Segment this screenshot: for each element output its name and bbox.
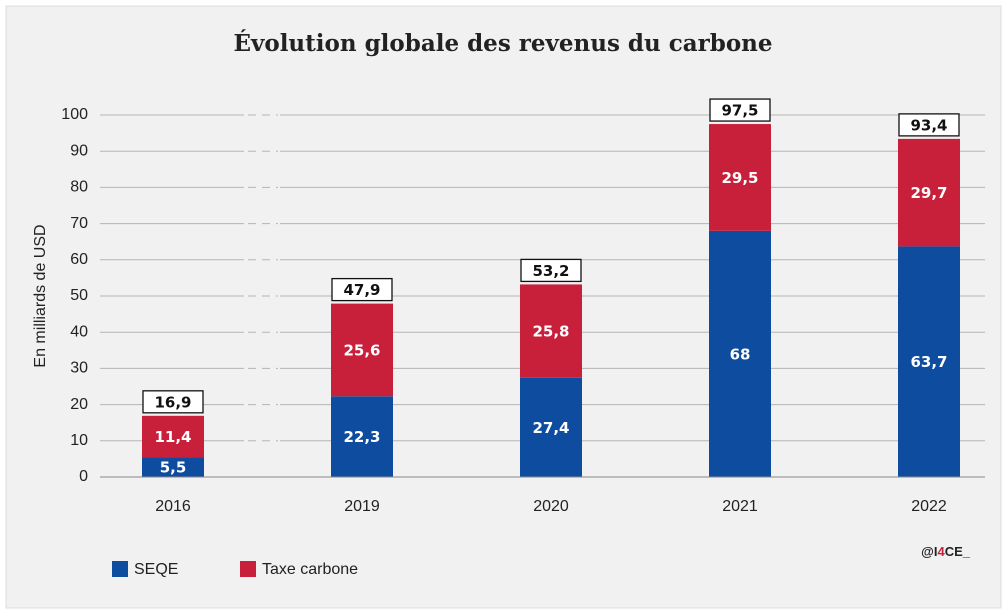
credit: @I4CE_ bbox=[921, 544, 971, 559]
y-tick-label: 80 bbox=[70, 179, 88, 196]
value-label: 63,7 bbox=[910, 353, 947, 371]
credit-part: 4 bbox=[937, 544, 945, 559]
bar-segment bbox=[142, 415, 204, 458]
bar-segment bbox=[709, 124, 771, 231]
total-box bbox=[709, 98, 771, 122]
total-label: 53,2 bbox=[532, 262, 569, 280]
credit-part: CE_ bbox=[945, 544, 971, 559]
bar-segment bbox=[331, 396, 393, 477]
bar-segment bbox=[520, 284, 582, 378]
y-tick-label: 0 bbox=[79, 468, 88, 485]
value-label: 25,8 bbox=[532, 323, 569, 341]
value-label: 22,3 bbox=[343, 428, 380, 446]
total-label: 97,5 bbox=[721, 102, 758, 120]
chart-title: Évolution globale des revenus du carbone bbox=[233, 30, 772, 57]
value-label: 29,7 bbox=[910, 184, 947, 202]
y-tick-label: 100 bbox=[61, 106, 88, 123]
bar-segment bbox=[709, 230, 771, 477]
value-label: 5,5 bbox=[160, 459, 187, 477]
y-tick-label: 20 bbox=[70, 396, 88, 413]
x-tick-label: 2019 bbox=[344, 498, 380, 515]
y-tick-label: 10 bbox=[70, 432, 88, 449]
total-label: 47,9 bbox=[343, 281, 380, 299]
y-tick-label: 30 bbox=[70, 360, 88, 377]
bar-segment bbox=[331, 303, 393, 397]
value-label: 29,5 bbox=[721, 169, 758, 187]
x-tick-label: 2016 bbox=[155, 498, 191, 515]
total-label: 93,4 bbox=[910, 116, 947, 134]
value-label: 68 bbox=[730, 345, 751, 363]
value-label: 11,4 bbox=[154, 428, 191, 446]
total-box bbox=[142, 390, 204, 414]
bar-segment bbox=[898, 246, 960, 477]
x-tick-label: 2020 bbox=[533, 498, 569, 515]
bar-segment bbox=[520, 377, 582, 477]
x-tick-label: 2022 bbox=[911, 498, 947, 515]
y-tick-label: 60 bbox=[70, 251, 88, 268]
bar-segment bbox=[142, 457, 204, 477]
total-box bbox=[520, 258, 582, 283]
total-box bbox=[898, 113, 960, 137]
total-box bbox=[331, 277, 393, 302]
x-tick-label: 2021 bbox=[722, 498, 758, 515]
y-axis-label: En milliards de USD bbox=[32, 224, 49, 367]
y-tick-label: 40 bbox=[70, 323, 88, 340]
total-label: 16,9 bbox=[154, 393, 191, 411]
y-tick-label: 50 bbox=[70, 287, 88, 304]
credit-part: @I bbox=[921, 544, 937, 559]
y-tick-label: 90 bbox=[70, 142, 88, 159]
chart-background bbox=[5, 5, 1002, 609]
legend-label: Taxe carbone bbox=[262, 561, 358, 578]
legend-swatch bbox=[240, 561, 256, 577]
value-label: 25,6 bbox=[343, 341, 380, 359]
value-label: 27,4 bbox=[532, 419, 569, 437]
y-tick-label: 70 bbox=[70, 215, 88, 232]
legend-swatch bbox=[112, 561, 128, 577]
legend-label: SEQE bbox=[134, 561, 178, 578]
bar-segment bbox=[898, 138, 960, 247]
